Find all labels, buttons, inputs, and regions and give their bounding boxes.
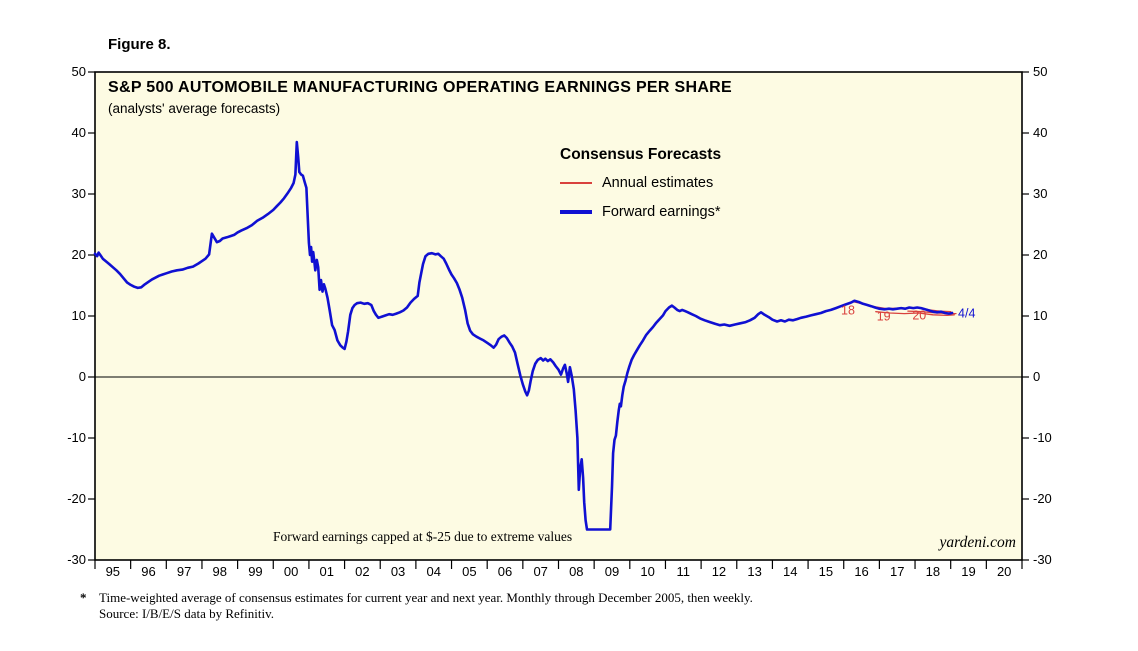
legend-label-forward-earnings: Forward earnings* — [602, 204, 721, 220]
footnote: * Time-weighted average of consensus est… — [80, 590, 753, 622]
annual-estimates-line-swatch — [560, 182, 592, 184]
chart-subtitle: (analysts' average forecasts) — [108, 101, 281, 116]
footnote-marker: * — [80, 590, 87, 605]
cap-note: Forward earnings capped at $-25 due to e… — [273, 529, 573, 544]
legend-title: Consensus Forecasts — [560, 146, 722, 163]
plot-area — [94, 71, 1023, 561]
chart-title: S&P 500 AUTOMOBILE MANUFACTURING OPERATI… — [108, 79, 732, 96]
legend-item-annual-estimates: Annual estimates — [560, 174, 721, 192]
2019-annual-estimate-line — [875, 311, 955, 317]
forward-earnings-line — [93, 140, 954, 531]
forward-earnings-line-swatch — [560, 210, 592, 214]
footnote-text: Time-weighted average of consensus estim… — [99, 590, 753, 622]
legend: Consensus Forecasts Annual estimates For… — [560, 146, 721, 232]
legend-label-annual-estimates: Annual estimates — [602, 175, 714, 191]
watermark: yardeni.com — [939, 534, 1016, 551]
figure-label: Figure 8. — [108, 36, 171, 53]
footnote-line2: Source: I/B/E/S data by Refinitiv. — [99, 606, 274, 621]
footnote-line1: Time-weighted average of consensus estim… — [99, 590, 753, 605]
legend-item-forward-earnings: Forward earnings* — [560, 203, 721, 221]
